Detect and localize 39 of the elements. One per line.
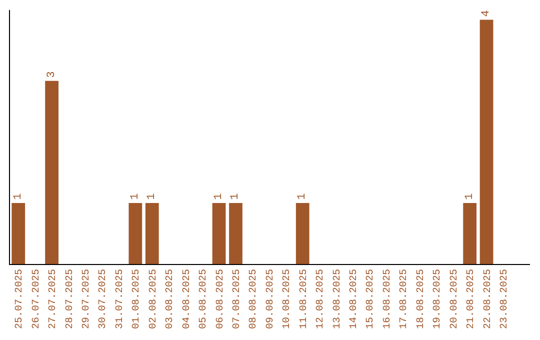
x-tick-label: 06.08.2025 bbox=[215, 269, 226, 330]
x-tick-label: 30.07.2025 bbox=[98, 269, 110, 330]
x-tick-label: 18.08.2025 bbox=[416, 269, 427, 330]
x-tick-label: 10.08.2025 bbox=[282, 269, 294, 330]
x-tick-label: 25.07.2025 bbox=[14, 269, 26, 330]
x-tick-label: 04.08.2025 bbox=[182, 269, 193, 330]
data-label: 1 bbox=[296, 192, 309, 200]
x-tick-label: 31.07.2025 bbox=[114, 269, 126, 330]
x-tick-label: 17.08.2025 bbox=[399, 269, 410, 330]
x-tick-label: 11.08.2025 bbox=[298, 269, 310, 330]
data-label: 1 bbox=[129, 192, 142, 200]
x-tick-label: 03.08.2025 bbox=[165, 269, 176, 330]
x-tick-label: 14.08.2025 bbox=[349, 269, 360, 330]
x-tick-label: 20.08.2025 bbox=[449, 269, 460, 330]
x-tick-label: 26.07.2025 bbox=[31, 269, 42, 330]
x-tick-label: 29.07.2025 bbox=[81, 269, 92, 330]
data-label: 3 bbox=[46, 71, 58, 78]
x-tick-label: 22.08.2025 bbox=[482, 269, 494, 330]
x-tick-label: 28.07.2025 bbox=[64, 269, 76, 330]
x-tick-label: 19.08.2025 bbox=[432, 269, 444, 330]
x-tick-label: 21.08.2025 bbox=[466, 269, 478, 330]
data-label: 1 bbox=[213, 192, 226, 200]
data-label: 1 bbox=[146, 192, 158, 200]
x-tick-label: 16.08.2025 bbox=[382, 269, 394, 330]
x-tick-label: 08.08.2025 bbox=[248, 269, 260, 330]
x-tick-label: 09.08.2025 bbox=[265, 269, 276, 330]
x-tick-label: 12.08.2025 bbox=[316, 269, 327, 330]
x-tick-label: 23.08.2025 bbox=[500, 269, 510, 330]
data-label: 1 bbox=[12, 192, 24, 200]
data-label: 1 bbox=[464, 192, 476, 200]
x-tick-label: 01.08.2025 bbox=[132, 269, 143, 330]
x-tick-label: 15.08.2025 bbox=[366, 269, 377, 330]
x-tick-label: 13.08.2025 bbox=[332, 269, 344, 330]
x-tick-label: 02.08.2025 bbox=[148, 269, 160, 330]
data-label: 4 bbox=[480, 10, 493, 17]
x-tick-label: 27.07.2025 bbox=[48, 269, 60, 330]
x-tick-label: 07.08.2025 bbox=[232, 269, 243, 330]
x-tick-label: 05.08.2025 bbox=[198, 269, 210, 330]
data-label: 1 bbox=[230, 192, 242, 200]
